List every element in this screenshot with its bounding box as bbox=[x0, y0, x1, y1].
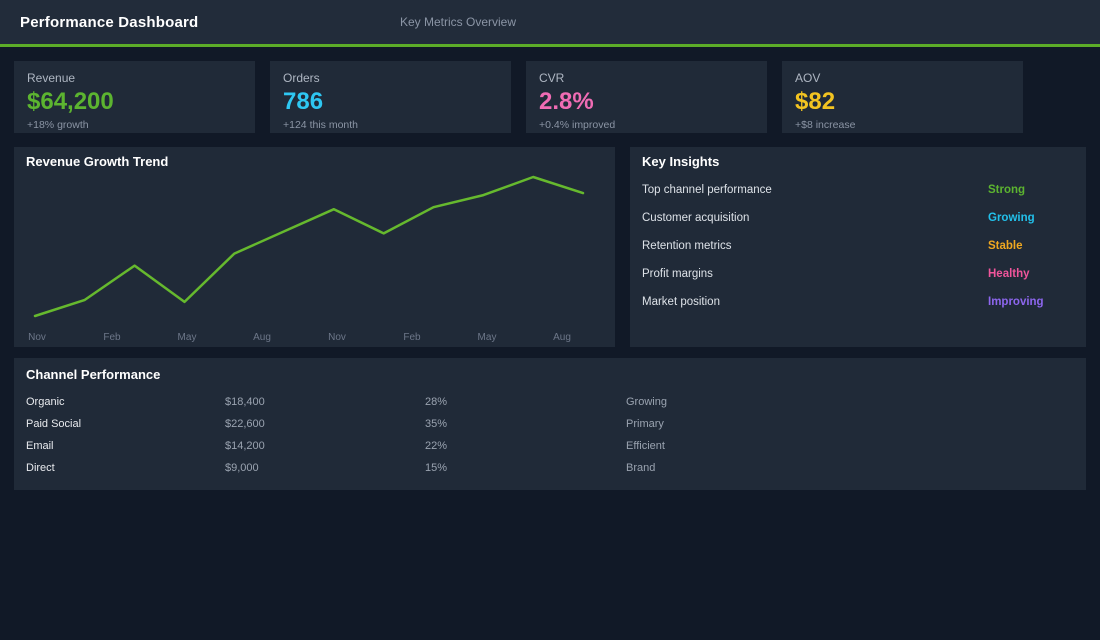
cell-status: Efficient bbox=[626, 440, 665, 452]
revenue-trend-line-chart: Nov Feb May Aug Nov Feb May Aug bbox=[28, 175, 585, 343]
cell-revenue: $22,600 bbox=[225, 418, 265, 430]
kpi-sub-text: +18% growth bbox=[27, 119, 89, 131]
kpi-label: Revenue bbox=[27, 71, 76, 85]
cell-revenue: $18,400 bbox=[225, 396, 265, 408]
cell-share: 35% bbox=[425, 418, 448, 430]
kpi-sub-text: +$8 increase bbox=[795, 119, 856, 131]
insight-label: Customer acquisition bbox=[642, 212, 750, 224]
channel-table-title: Channel Performance bbox=[26, 367, 161, 382]
insight-status-value: Stable bbox=[988, 240, 1023, 252]
insight-label: Market position bbox=[642, 296, 720, 308]
dashboard-body: Revenue $64,200 +18% growth Orders 786 +124 t… bbox=[0, 47, 1100, 504]
x-axis-tick-label: May bbox=[478, 332, 497, 343]
kpi-sub-text: +0.4% improved bbox=[539, 119, 616, 131]
insight-label: Top channel performance bbox=[642, 184, 772, 196]
kpi-value: $64,200 bbox=[27, 88, 114, 115]
insights-row-list: Top channel performance Strong Customer ac… bbox=[642, 176, 1074, 316]
insight-row: Profit margins Healthy bbox=[642, 260, 1074, 288]
cell-share: 22% bbox=[425, 440, 448, 452]
channel-performance-panel: Channel Performance Organic $18,400 28% Gro… bbox=[14, 358, 1086, 490]
revenue-trend-panel: Revenue Growth Trend Nov Feb May Aug Nov Feb M… bbox=[14, 147, 615, 347]
kpi-label: Orders bbox=[283, 71, 320, 85]
kpi-card-aov: AOV $82 +$8 increase bbox=[782, 61, 1023, 133]
kpi-card-revenue: Revenue $64,200 +18% growth bbox=[14, 61, 255, 133]
kpi-label: AOV bbox=[795, 71, 821, 85]
insight-status-value: Strong bbox=[988, 184, 1026, 196]
middle-panels-row: Revenue Growth Trend Nov Feb May Aug Nov Feb M… bbox=[14, 147, 1086, 347]
table-row: Email $14,200 22% Efficient bbox=[26, 435, 1074, 457]
kpi-value: 786 bbox=[283, 88, 324, 115]
cell-status: Primary bbox=[626, 418, 664, 430]
cell-channel-name: Direct bbox=[26, 462, 55, 474]
page-title: Performance Dashboard bbox=[20, 13, 199, 31]
revenue-trend-line bbox=[33, 175, 585, 318]
kpi-value: 2.8% bbox=[539, 88, 594, 115]
insight-row: Retention metrics Stable bbox=[642, 232, 1074, 260]
page-subtitle: Key Metrics Overview bbox=[400, 15, 517, 29]
insight-row: Customer acquisition Growing bbox=[642, 204, 1074, 232]
insight-label: Profit margins bbox=[642, 268, 713, 280]
kpi-value: $82 bbox=[795, 88, 836, 115]
x-axis-tick-label: Feb bbox=[103, 332, 121, 343]
x-axis-tick-label: Nov bbox=[328, 332, 346, 343]
cell-channel-name: Email bbox=[26, 440, 54, 452]
cell-channel-name: Paid Social bbox=[26, 418, 82, 430]
x-axis-tick-label: Feb bbox=[403, 332, 421, 343]
insights-title: Key Insights bbox=[642, 154, 720, 169]
kpi-label: CVR bbox=[539, 71, 565, 85]
insight-status-value: Growing bbox=[988, 212, 1035, 224]
kpi-sub-text: +124 this month bbox=[283, 119, 359, 131]
insight-label: Retention metrics bbox=[642, 240, 732, 252]
table-row: Organic $18,400 28% Growing bbox=[26, 391, 1074, 413]
kpi-card-row: Revenue $64,200 +18% growth Orders 786 +124 t… bbox=[14, 61, 1086, 133]
kpi-card-orders: Orders 786 +124 this month bbox=[270, 61, 511, 133]
cell-status: Brand bbox=[626, 462, 656, 474]
x-axis-tick-label: May bbox=[178, 332, 197, 343]
chart-title: Revenue Growth Trend bbox=[26, 154, 169, 169]
cell-revenue: $9,000 bbox=[225, 462, 259, 474]
kpi-card-cvr: CVR 2.8% +0.4% improved bbox=[526, 61, 767, 133]
insight-row: Top channel performance Strong bbox=[642, 176, 1074, 204]
cell-share: 15% bbox=[425, 462, 448, 474]
table-row: Direct $9,000 15% Brand bbox=[26, 457, 1074, 479]
table-row: Paid Social $22,600 35% Primary bbox=[26, 413, 1074, 435]
insight-status-value: Healthy bbox=[988, 268, 1030, 280]
cell-share: 28% bbox=[425, 396, 448, 408]
cell-revenue: $14,200 bbox=[225, 440, 265, 452]
insight-row: Market position Improving bbox=[642, 288, 1074, 316]
cell-status: Growing bbox=[626, 396, 667, 408]
app-header: Performance Dashboard Key Metrics Overvi… bbox=[0, 0, 1100, 47]
insight-status-value: Improving bbox=[988, 296, 1044, 308]
x-axis-tick-label: Aug bbox=[553, 332, 571, 343]
channel-table-rows: Organic $18,400 28% Growing Paid Social $22,6… bbox=[26, 391, 1074, 479]
cell-channel-name: Organic bbox=[26, 396, 65, 408]
x-axis-tick-label: Aug bbox=[253, 332, 271, 343]
x-axis-tick-label: Nov bbox=[28, 332, 46, 343]
key-insights-panel: Key Insights Top channel performance Stro… bbox=[630, 147, 1086, 347]
